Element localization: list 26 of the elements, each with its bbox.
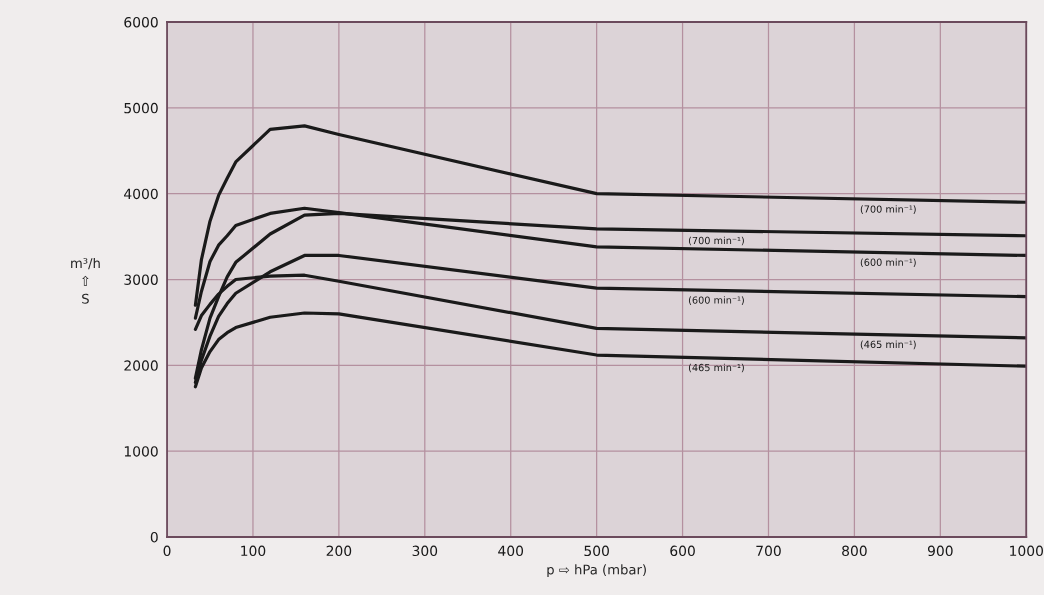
y-tick-label: 3000 [124,274,158,285]
x-tick-label: 800 [842,545,867,557]
y-tick-label: 6000 [124,16,158,28]
x-tick-label: 0 [163,545,171,557]
x-tick-label: 400 [498,545,524,557]
y-tick-label: 5000 [124,102,158,114]
y-tick-label: 4000 [124,188,158,200]
x-tick-label: 100 [241,545,266,557]
series-label: (465 min⁻¹) [688,363,744,373]
y-tick-label: 2000 [124,360,158,371]
x-tick-label: 600 [670,545,695,557]
series-label: (700 min⁻¹) [688,236,744,246]
x-tick-label: 500 [584,545,609,557]
y-tick-label: 0 [150,531,158,543]
series-label: (465 min⁻¹) [860,340,916,350]
x-tick-label: 1000 [1010,545,1043,557]
y-tick-label: 1000 [124,446,158,457]
x-tick-label: 300 [412,545,438,557]
x-tick-label: 200 [326,545,352,557]
x-tick-label: 900 [927,545,953,557]
x-tick-label: 700 [756,545,781,557]
series-label: (600 min⁻¹) [688,296,744,305]
x-axis-title: p ⇨ hPa (mbar) [547,564,646,578]
series-label: (600 min⁻¹) [860,258,916,268]
series-label: (700 min⁻¹) [860,205,916,214]
y-axis-title: m³/h ⇧ S [71,257,100,304]
